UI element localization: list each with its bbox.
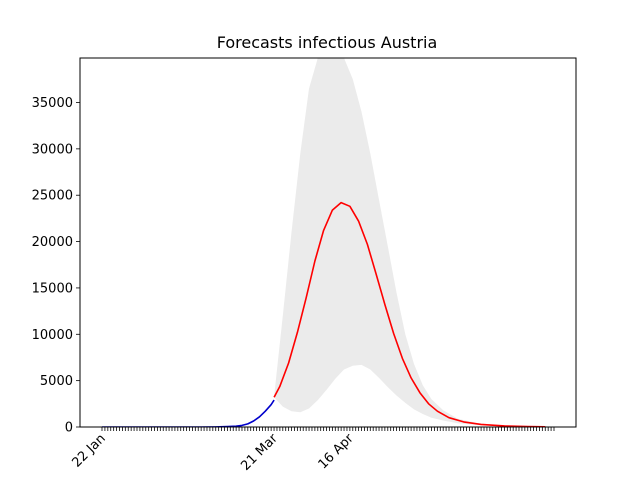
axes-frame — [79, 57, 577, 428]
x-tick-label: 21 Mar — [238, 431, 281, 474]
chart-title: Forecasts infectious Austria — [217, 33, 438, 52]
y-axis: 0 5000 10000 15000 20000 25000 30000 35000 — [32, 96, 80, 436]
forecast-line — [273, 201, 546, 427]
y-tick-label: 25000 — [32, 189, 73, 204]
plot-area — [102, 58, 546, 427]
observed-line — [102, 399, 275, 427]
y-tick-label: 20000 — [32, 235, 73, 250]
x-tick-label: 16 Apr — [316, 431, 358, 473]
x-axis: 22 Jan 21 Mar 16 Apr — [69, 427, 555, 474]
y-tick-label: 30000 — [32, 142, 73, 157]
x-tick-label: 22 Jan — [69, 431, 108, 470]
y-tick-label: 0 — [65, 421, 73, 436]
y-tick-label: 10000 — [32, 328, 73, 343]
y-tick-label: 15000 — [32, 281, 73, 296]
confidence-band — [274, 58, 546, 427]
y-tick-label: 5000 — [40, 374, 73, 389]
y-tick-label: 35000 — [32, 96, 73, 111]
